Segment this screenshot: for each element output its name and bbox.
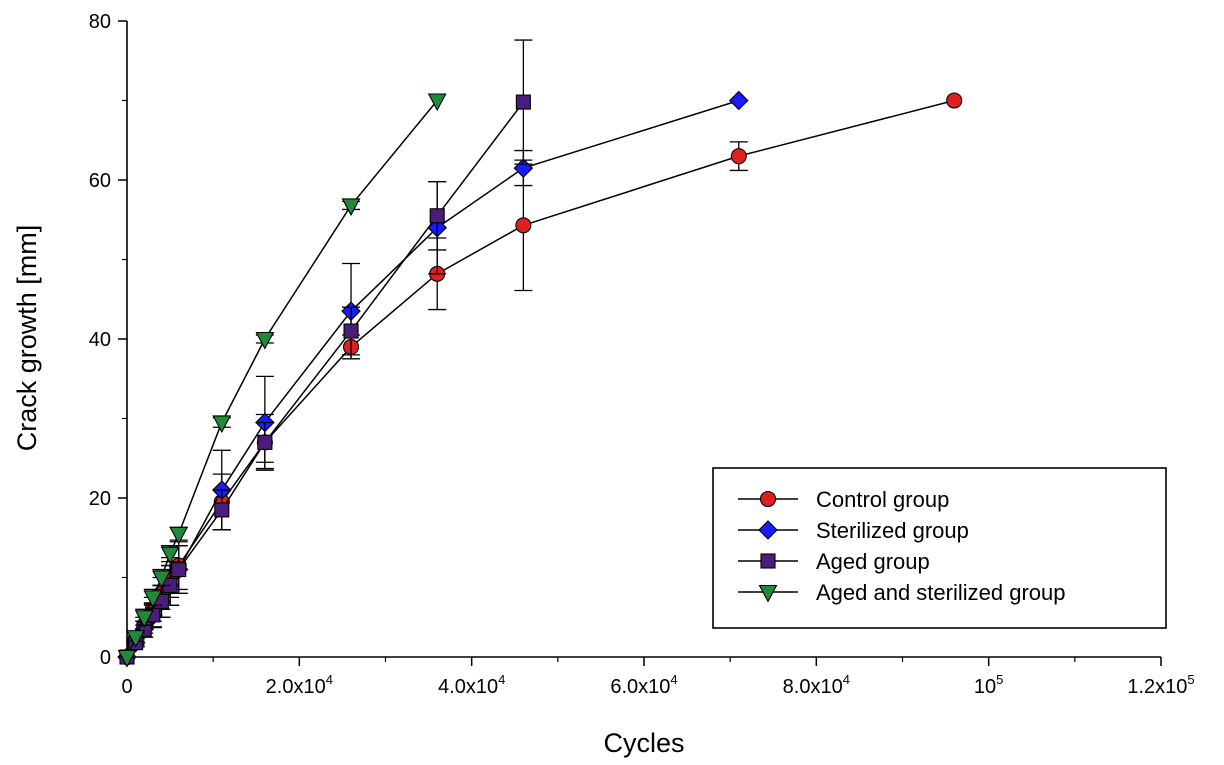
legend-marker <box>758 584 778 603</box>
legend-box <box>712 467 1167 629</box>
legend-item: Aged group <box>738 549 930 574</box>
legend: Control group Sterilized group Aged group A… <box>712 467 1167 629</box>
y-tick-label: 20 <box>89 488 111 510</box>
x-tick-label-base: 1.2x10 <box>1127 676 1187 698</box>
legend-marker <box>760 553 776 569</box>
data-point <box>343 323 359 339</box>
legend-item: Sterilized group <box>738 518 969 543</box>
x-tick-label-exponent: 4 <box>498 672 505 687</box>
x-tick-label-base: 10 <box>974 676 996 698</box>
y-axis-title: Crack growth [mm] <box>12 225 42 452</box>
x-tick-label: 4.0x104 <box>438 672 505 698</box>
series-diamond <box>117 90 749 667</box>
x-axis-title: Cycles <box>603 728 684 758</box>
x-tick-label-base: 2.0x10 <box>266 676 326 698</box>
series-triangle-down <box>117 93 447 668</box>
x-tick-label-exponent: 5 <box>996 672 1003 687</box>
x-tick-label-exponent: 4 <box>326 672 333 687</box>
legend-item: Aged and sterilized group <box>738 580 1066 605</box>
legend-label: Aged and sterilized group <box>816 580 1066 605</box>
legend-marker <box>759 490 777 508</box>
data-point <box>257 434 273 450</box>
data-point <box>341 198 361 217</box>
data-point <box>515 94 531 110</box>
data-point <box>152 570 171 589</box>
series-line <box>126 99 740 658</box>
y-tick-label: 0 <box>100 647 111 669</box>
x-tick-label-exponent: 4 <box>843 672 850 687</box>
x-tick-label-exponent: 4 <box>670 672 677 687</box>
data-point <box>214 502 230 518</box>
data-point <box>730 148 747 165</box>
series-square <box>119 39 533 665</box>
legend-label: Sterilized group <box>816 518 969 543</box>
x-tick-label: 105 <box>974 672 1003 698</box>
x-tick-label: 2.0x104 <box>266 672 333 698</box>
data-point <box>160 546 180 565</box>
x-tick-label: 6.0x104 <box>610 672 677 698</box>
data-point <box>117 649 137 668</box>
x-tick-label-exponent: 5 <box>1187 672 1194 687</box>
data-point <box>212 415 232 434</box>
series-line <box>126 101 524 658</box>
x-tick-label-base: 0 <box>121 676 132 698</box>
data-point <box>427 93 447 112</box>
data-point <box>126 630 146 648</box>
y-tick-label: 60 <box>89 170 111 192</box>
axes-layer: 0 2.0x104 4.0x104 6.0x104 8.0x104 105 1.2x1050… <box>89 11 1195 698</box>
legend-marker <box>758 520 778 540</box>
data-point <box>429 208 445 224</box>
legend-item: Control group <box>738 487 949 512</box>
data-point <box>169 526 189 545</box>
data-point <box>515 217 532 234</box>
data-point <box>946 92 963 109</box>
series-layer <box>117 39 963 668</box>
x-tick-label-base: 4.0x10 <box>438 676 498 698</box>
legend-label: Aged group <box>816 549 930 574</box>
x-tick-label: 0 <box>121 676 132 698</box>
x-tick-label: 1.2x105 <box>1127 672 1194 698</box>
legend-label: Control group <box>816 487 949 512</box>
data-point <box>171 561 187 578</box>
data-point <box>255 331 275 350</box>
y-tick-label: 80 <box>89 11 111 33</box>
x-tick-label-base: 8.0x10 <box>783 676 843 698</box>
x-tick-label-base: 6.0x10 <box>610 676 670 698</box>
data-point <box>143 590 163 609</box>
y-tick-label: 40 <box>89 329 111 351</box>
x-tick-label: 8.0x104 <box>783 672 850 698</box>
data-point <box>134 610 154 628</box>
data-point <box>729 90 749 111</box>
